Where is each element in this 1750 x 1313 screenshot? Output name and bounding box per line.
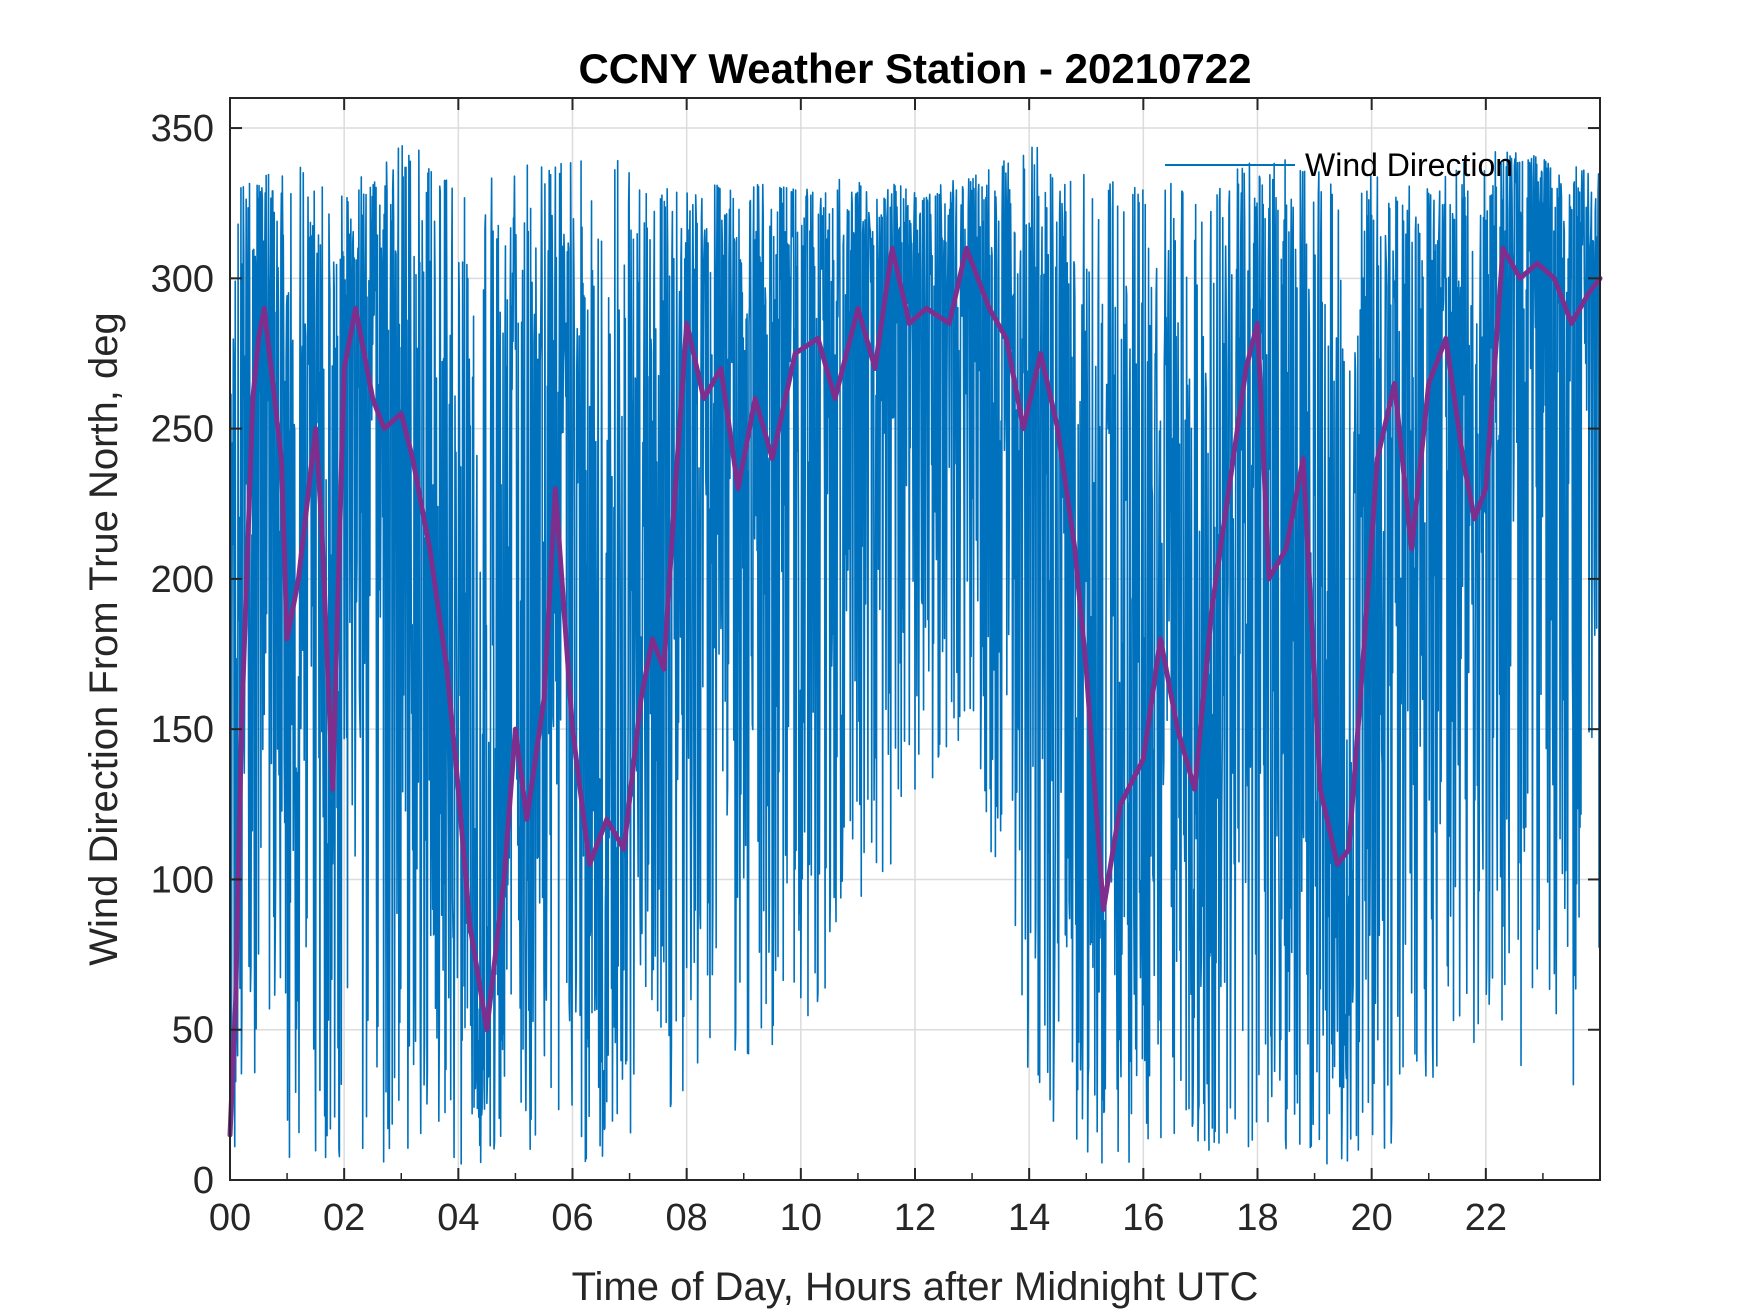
y-tick-label: 300 [151,258,214,300]
x-tick-label: 20 [1351,1197,1393,1239]
legend-label-wind-direction: Wind Direction [1305,147,1513,183]
x-tick-label: 00 [209,1197,251,1239]
tick-labels: 00 02 04 06 08 10 12 14 16 18 20 22 0 50 100 150 200 250 3… [151,108,1507,1239]
y-tick-label: 100 [151,859,214,901]
x-tick-label: 02 [323,1197,365,1239]
axis-ticks [229,98,1600,1181]
y-tick-label: 50 [172,1010,214,1052]
raw-wind-direction-line [229,144,1601,1165]
legend: Wind Direction [1165,147,1513,183]
x-tick-label: 12 [894,1197,936,1239]
x-tick-label: 10 [780,1197,822,1239]
smoothed-wind-direction-line [227,245,1603,1138]
x-tick-label: 14 [1008,1197,1050,1239]
x-tick-label: 06 [551,1197,593,1239]
y-tick-label: 350 [151,108,214,150]
x-axis-label: Time of Day, Hours after Midnight UTC [572,1265,1259,1309]
y-tick-label: 150 [151,709,214,751]
y-axis-label: Wind Direction From True North, deg [82,312,126,966]
x-tick-label: 18 [1236,1197,1278,1239]
x-tick-label: 08 [666,1197,708,1239]
y-tick-label: 250 [151,409,214,451]
x-tick-label: 22 [1465,1197,1507,1239]
x-tick-label: 16 [1122,1197,1164,1239]
y-tick-label: 200 [151,559,214,601]
smoothed-wind-series [227,245,1603,1138]
raw-wind-series [229,144,1601,1165]
x-tick-label: 04 [437,1197,479,1239]
chart-title: CCNY Weather Station - 20210722 [578,45,1251,92]
y-tick-label: 0 [193,1160,214,1202]
